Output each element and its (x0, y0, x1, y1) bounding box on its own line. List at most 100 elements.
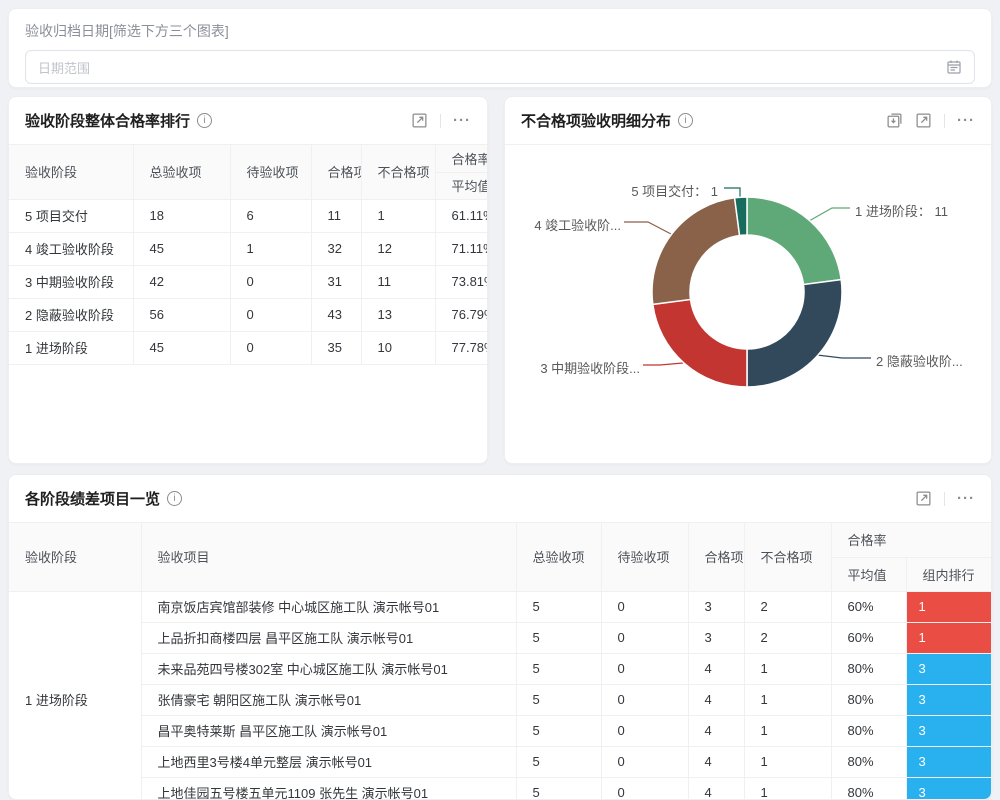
cell-pending: 0 (601, 777, 689, 799)
col-rate-group: 合格率 (831, 523, 991, 558)
cell-fail: 10 (361, 331, 436, 365)
calendar-icon (946, 59, 962, 75)
cell-total: 5 (516, 746, 602, 778)
expand-icon[interactable] (411, 112, 428, 129)
cell-fail: 13 (361, 298, 436, 332)
cell-total: 5 (516, 622, 602, 654)
cell-avg: 60% (831, 591, 907, 623)
cell-fail: 1 (744, 777, 832, 799)
cell-avg: 80% (831, 746, 907, 778)
cell-fail: 11 (361, 265, 436, 299)
col-pending: 待验收项 (230, 145, 312, 200)
table-row: 1 进场阶段 南京饭店宾馆部装修 中心城区施工队 演示帐号01 5 0 3 2 60% 1 (9, 591, 991, 799)
col-rate-avg: 平均值 (435, 172, 487, 200)
cell-pending: 0 (230, 265, 312, 299)
date-range-input[interactable]: 日期范围 (25, 50, 975, 84)
divider (944, 113, 945, 128)
cell-rank: 1 (906, 622, 991, 654)
cell-total: 45 (133, 232, 231, 266)
cell-total: 5 (516, 591, 602, 623)
card-header: 不合格项验收明细分布 i ··· (505, 97, 991, 145)
cell-total: 56 (133, 298, 231, 332)
col-pass: 合格项 (688, 523, 745, 592)
pie-label-delivery: 5 项目交付： 1 (631, 184, 718, 199)
cell-rank: 3 (906, 777, 991, 799)
cell-pending: 0 (601, 622, 689, 654)
cell-fail: 1 (744, 684, 832, 716)
header-subrow: 平均值 (9, 172, 487, 200)
cell-avg: 80% (831, 777, 907, 799)
divider (944, 491, 945, 506)
table-row: 上地佳园五号楼五单元1109 张先生 演示帐号01 5 0 4 1 80% 3 (9, 777, 991, 799)
expand-icon[interactable] (915, 490, 932, 507)
filter-card: 验收归档日期[筛选下方三个图表] 日期范围 (8, 8, 992, 88)
info-icon[interactable]: i (197, 113, 213, 128)
cell-rank: 3 (906, 684, 991, 716)
cell-rate: 71.11% (435, 232, 487, 266)
more-menu-icon[interactable]: ··· (957, 111, 975, 129)
col-pass: 合格项 (311, 145, 362, 200)
cell-stage: 2 隐蔽验收阶段 (9, 298, 134, 332)
cell-fail: 1 (744, 715, 832, 747)
cell-pass: 31 (311, 265, 362, 299)
table-row: 未来品苑四号楼302室 中心城区施工队 演示帐号01 5 0 4 1 80% 3 (9, 653, 991, 685)
col-rate-group: 合格率 (435, 145, 487, 173)
info-icon[interactable]: i (678, 113, 694, 128)
cell-rank: 3 (906, 746, 991, 778)
pie-label-hidden: 2 隐蔽验收阶... (876, 354, 963, 369)
cell-fail: 2 (744, 591, 832, 623)
cell-pass: 4 (688, 777, 745, 799)
worst-projects-card: 各阶段绩差项目一览 i ··· 验收阶段 验收项目 总验收项 待验收项 合格项 … (8, 474, 992, 800)
card-header: 各阶段绩差项目一览 i ··· (9, 475, 991, 523)
cell-rate: 61.11% (435, 199, 487, 233)
table-row: 上地西里3号楼4单元整层 演示帐号01 5 0 4 1 80% 3 (9, 746, 991, 778)
divider (440, 113, 441, 128)
donut-slice-5[interactable] (733, 196, 748, 237)
donut-svg (624, 187, 871, 388)
col-stage: 验收阶段 (9, 523, 142, 592)
donut-slice-2[interactable] (746, 278, 843, 388)
cell-pass: 4 (688, 653, 745, 685)
cell-project: 上品折扣商楼四层 昌平区施工队 演示帐号01 (141, 622, 517, 654)
cell-stage-group: 1 进场阶段 (9, 591, 142, 799)
cell-pending: 0 (230, 331, 312, 365)
more-menu-icon[interactable]: ··· (453, 111, 471, 129)
col-fail: 不合格项 (361, 145, 436, 200)
donut-slice-4[interactable] (651, 196, 741, 306)
cell-pass: 43 (311, 298, 362, 332)
cell-pending: 0 (601, 653, 689, 685)
donut-chart: 5 项目交付： 1 1 进场阶段： 11 2 隐蔽验收阶... 3 中期验收阶段… (505, 145, 991, 463)
cell-pending: 0 (601, 684, 689, 716)
cell-avg: 80% (831, 684, 907, 716)
cell-pending: 0 (601, 715, 689, 747)
save-image-icon[interactable] (886, 112, 903, 129)
col-total: 总验收项 (133, 145, 231, 200)
donut-slice-3[interactable] (651, 298, 748, 388)
cell-pass: 4 (688, 715, 745, 747)
projects-table: 验收阶段 验收项目 总验收项 待验收项 合格项 不合格项 合格率 平均值 组内排… (9, 523, 991, 799)
cell-pass: 3 (688, 591, 745, 623)
table-row: 昌平奥特莱斯 昌平区施工队 演示帐号01 5 0 4 1 80% 3 (9, 715, 991, 747)
cell-pending: 0 (601, 746, 689, 778)
cell-fail: 1 (744, 653, 832, 685)
rank-badge: 3 (906, 653, 991, 683)
info-icon[interactable]: i (167, 491, 183, 506)
cell-total: 5 (516, 777, 602, 799)
more-menu-icon[interactable]: ··· (957, 489, 975, 507)
cell-project: 张倩豪宅 朝阳区施工队 演示帐号01 (141, 684, 517, 716)
cell-pending: 0 (230, 298, 312, 332)
rank-badge: 3 (906, 684, 991, 714)
col-fail: 不合格项 (744, 523, 832, 592)
cell-pass: 4 (688, 746, 745, 778)
cell-project: 昌平奥特莱斯 昌平区施工队 演示帐号01 (141, 715, 517, 747)
cell-pass: 4 (688, 684, 745, 716)
header-row: 验收阶段 验收项目 总验收项 待验收项 合格项 不合格项 合格率 (9, 523, 991, 592)
header-subrow: 平均值 组内排行 (9, 557, 991, 592)
pie-label-midterm: 3 中期验收阶段... (540, 361, 640, 376)
cell-fail: 1 (744, 746, 832, 778)
cell-project: 上地佳园五号楼五单元1109 张先生 演示帐号01 (141, 777, 517, 799)
expand-icon[interactable] (915, 112, 932, 129)
